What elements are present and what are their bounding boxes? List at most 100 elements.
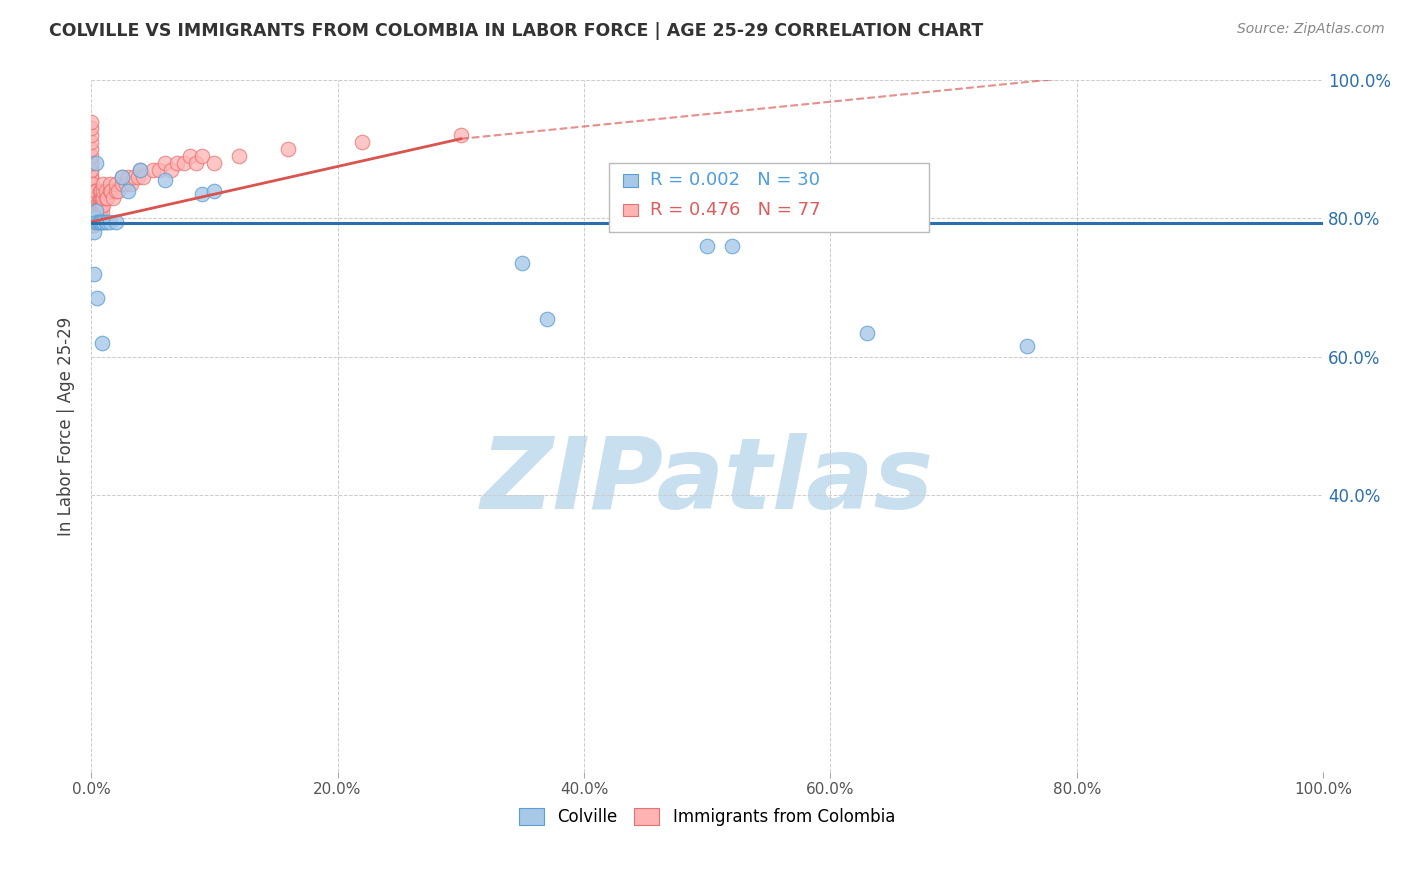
Point xyxy=(127,169,149,184)
Point xyxy=(80,211,103,226)
Point xyxy=(117,184,139,198)
Point xyxy=(98,177,121,191)
Point xyxy=(166,156,188,170)
Point xyxy=(93,197,115,211)
Point xyxy=(96,215,118,229)
Point xyxy=(103,191,125,205)
Point xyxy=(120,177,142,191)
Bar xyxy=(623,204,638,217)
Point xyxy=(90,197,112,211)
Point xyxy=(86,211,108,226)
Point xyxy=(80,163,103,178)
Point xyxy=(129,163,152,178)
Point xyxy=(80,215,103,229)
Point xyxy=(142,163,165,178)
Point xyxy=(82,184,104,198)
Point xyxy=(160,163,183,178)
Point xyxy=(82,197,104,211)
Point xyxy=(80,163,103,178)
Point xyxy=(91,204,114,219)
Point xyxy=(93,215,115,229)
Point xyxy=(80,184,103,198)
Legend: Colville, Immigrants from Colombia: Colville, Immigrants from Colombia xyxy=(513,801,901,833)
Point xyxy=(148,163,170,178)
Point xyxy=(80,219,103,233)
Point xyxy=(1017,339,1039,353)
Point xyxy=(450,128,472,143)
Point xyxy=(91,197,114,211)
FancyBboxPatch shape xyxy=(609,163,929,232)
Point xyxy=(93,215,115,229)
Point xyxy=(80,184,103,198)
Point xyxy=(80,204,103,219)
Point xyxy=(122,169,145,184)
Point xyxy=(83,211,105,226)
Point xyxy=(83,197,105,211)
Point xyxy=(80,142,103,156)
Point xyxy=(83,191,105,205)
Point xyxy=(80,135,103,149)
Point xyxy=(80,197,103,211)
Point xyxy=(91,191,114,205)
Point xyxy=(202,156,225,170)
Point xyxy=(80,177,103,191)
Text: R = 0.476   N = 77: R = 0.476 N = 77 xyxy=(650,201,821,219)
Point xyxy=(90,215,112,229)
Point xyxy=(80,191,103,205)
Point xyxy=(696,239,718,253)
Point xyxy=(228,149,250,163)
Point xyxy=(86,291,108,305)
Point xyxy=(87,215,110,229)
Point xyxy=(191,187,214,202)
Point xyxy=(87,211,110,226)
Point xyxy=(111,177,134,191)
Point xyxy=(173,156,195,170)
Point xyxy=(132,169,155,184)
Point xyxy=(89,191,111,205)
Point xyxy=(352,135,374,149)
Point xyxy=(89,204,111,219)
Point xyxy=(84,191,107,205)
Point xyxy=(98,215,121,229)
Point xyxy=(90,191,112,205)
Point xyxy=(80,169,103,184)
Point xyxy=(80,211,103,226)
Point xyxy=(153,173,176,187)
Point xyxy=(80,156,103,170)
Point xyxy=(83,184,105,198)
Point xyxy=(89,197,111,211)
Point xyxy=(83,215,105,229)
Point xyxy=(80,191,103,205)
Point xyxy=(84,204,107,219)
Point xyxy=(202,184,225,198)
Point xyxy=(111,169,134,184)
Point xyxy=(90,184,112,198)
Point xyxy=(82,204,104,219)
Point xyxy=(82,177,104,191)
Point xyxy=(83,211,105,226)
Point xyxy=(104,215,127,229)
Point xyxy=(93,191,115,205)
Point xyxy=(89,215,111,229)
Text: R = 0.002   N = 30: R = 0.002 N = 30 xyxy=(650,171,820,189)
Point xyxy=(277,142,299,156)
Point xyxy=(153,156,176,170)
Point xyxy=(80,114,103,128)
Point xyxy=(83,267,105,281)
Point xyxy=(104,184,127,198)
Point xyxy=(93,177,115,191)
Text: COLVILLE VS IMMIGRANTS FROM COLOMBIA IN LABOR FORCE | AGE 25-29 CORRELATION CHAR: COLVILLE VS IMMIGRANTS FROM COLOMBIA IN … xyxy=(49,22,983,40)
Point xyxy=(84,156,107,170)
Point xyxy=(84,197,107,211)
Point xyxy=(87,197,110,211)
Point xyxy=(82,211,104,226)
Point xyxy=(80,177,103,191)
Point xyxy=(83,204,105,219)
Point xyxy=(512,256,534,270)
Point xyxy=(80,191,103,205)
Point xyxy=(82,197,104,211)
Point xyxy=(82,211,104,226)
Point xyxy=(86,215,108,229)
Point xyxy=(94,191,117,205)
Point xyxy=(84,184,107,198)
